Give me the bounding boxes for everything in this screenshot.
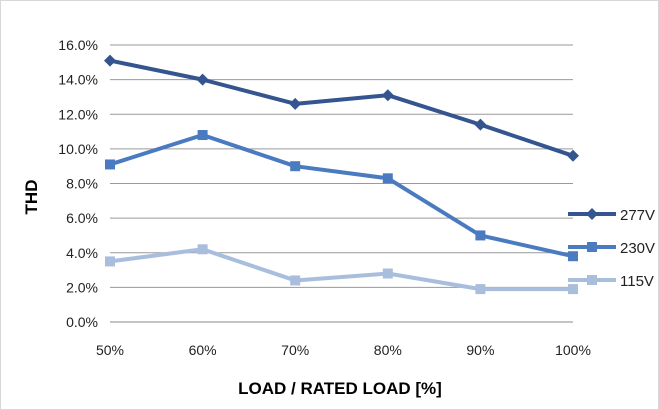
data-point [382, 173, 393, 184]
x-tick-label: 60% [189, 342, 217, 358]
series-line [109, 247, 573, 292]
y-tick-label: 0.0% [66, 314, 98, 330]
y-tick-label: 6.0% [66, 210, 98, 226]
series-230v [105, 130, 578, 262]
legend-item-230v: 230V [568, 240, 655, 257]
y-tick-label: 10.0% [58, 141, 98, 157]
data-point [567, 149, 579, 162]
legend-label: 277V [620, 207, 655, 224]
y-tick-label: 12.0% [58, 106, 98, 122]
data-point [475, 230, 486, 241]
legend-swatch-marker [587, 275, 597, 285]
data-point [104, 54, 116, 67]
x-tick-label: 50% [96, 342, 124, 358]
legend-item-115v: 115V [568, 273, 654, 290]
data-point [196, 73, 209, 86]
data-point [382, 268, 393, 279]
y-tick-label: 4.0% [66, 245, 98, 261]
x-tick-label: 100% [555, 342, 591, 358]
data-point [197, 130, 208, 141]
gridlines [110, 44, 573, 323]
x-tick-label: 80% [374, 342, 402, 358]
legend-swatch-marker [587, 242, 597, 252]
y-tick-label: 8.0% [66, 176, 98, 192]
legend: 277V 230V 115V [568, 207, 655, 290]
data-point [105, 159, 115, 170]
series-277v [104, 54, 579, 162]
series-line [109, 58, 574, 158]
x-axis-ticks: 50% 60% 70% 80% 90% 100% [96, 342, 591, 358]
series-line [109, 133, 574, 259]
data-point [105, 256, 115, 267]
y-axis-title: THD [22, 180, 41, 215]
x-tick-label: 70% [281, 342, 309, 358]
x-axis-title: LOAD / RATED LOAD [%] [238, 379, 442, 398]
y-tick-label: 16.0% [58, 37, 98, 53]
data-point [290, 275, 301, 286]
data-point [568, 251, 578, 262]
legend-item-277v: 277V [568, 207, 655, 224]
data-point [197, 244, 208, 255]
y-axis-ticks: 0.0% 2.0% 4.0% 6.0% 8.0% 10.0% 12.0% 14.0% 16.0% [58, 37, 98, 330]
legend-label: 115V [620, 273, 654, 290]
series-layer [104, 54, 579, 295]
legend-swatch-marker [586, 208, 598, 220]
data-point [568, 284, 578, 295]
data-point [381, 89, 394, 102]
series-115v [105, 244, 578, 295]
y-tick-label: 14.0% [58, 72, 98, 88]
data-point [475, 284, 486, 295]
data-point [290, 161, 301, 172]
data-point [289, 97, 302, 110]
data-point [474, 118, 487, 131]
legend-label: 230V [620, 240, 655, 257]
x-tick-label: 90% [466, 342, 494, 358]
y-tick-label: 2.0% [66, 279, 98, 295]
